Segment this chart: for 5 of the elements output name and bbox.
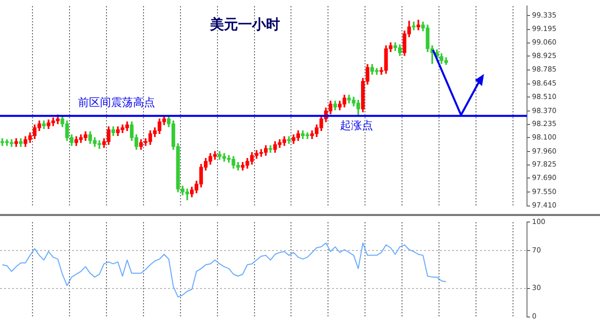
candlestick bbox=[287, 136, 291, 144]
text: 美元一小时 bbox=[209, 16, 280, 33]
candlestick bbox=[268, 145, 272, 153]
annotation: 起涨点 bbox=[340, 119, 373, 132]
ref-line-label: 前区间震荡高点 bbox=[78, 96, 155, 109]
